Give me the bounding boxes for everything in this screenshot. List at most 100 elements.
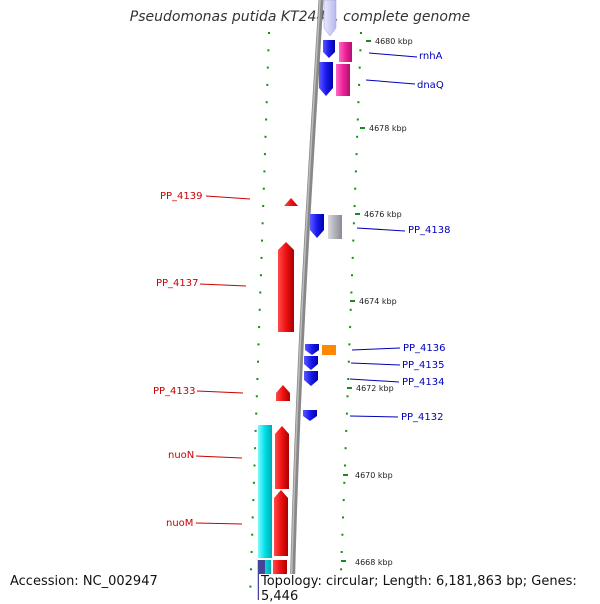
genome-summary: Topology: circular; Length: 6,181,863 bp… — [259, 574, 600, 604]
gene-PP_4134-b — [304, 371, 318, 386]
right-rail-tick-27 — [342, 499, 345, 502]
left-rail-tick-20 — [256, 378, 259, 380]
left-rail-tick-12 — [261, 239, 263, 242]
right-rail-tick-5 — [356, 118, 359, 121]
right-tick-rail — [339, 32, 362, 588]
right-rail-tick-0 — [360, 32, 362, 34]
kbp-4670: 4670 kbp — [355, 471, 393, 480]
gene-blue-b — [319, 62, 333, 96]
label-nuoN: nuoN — [168, 450, 194, 461]
right-rail-tick-12 — [352, 239, 355, 242]
right-rail-tick-13 — [351, 256, 354, 259]
right-rail-tick-20 — [347, 378, 350, 380]
label-PP_4138: PP_4138 — [408, 225, 451, 236]
gene-nuoN — [275, 426, 289, 489]
label-PP_4132: PP_4132 — [401, 412, 444, 423]
right-rail-tick-18 — [348, 343, 351, 346]
label-PP_4139: PP_4139 — [160, 191, 203, 202]
right-rail-tick-22 — [345, 412, 348, 415]
right-rail-tick-2 — [358, 66, 361, 69]
gene-nuoM — [274, 490, 288, 556]
right-rail-tick-17 — [349, 326, 352, 329]
gene-PP_4132 — [303, 410, 317, 421]
right-rail-tick-6 — [356, 135, 359, 138]
left-rail-tick-17 — [258, 326, 261, 329]
left-rail-tick-19 — [257, 360, 259, 363]
gene-dnaQ — [336, 64, 350, 96]
right-rail-tick-9 — [354, 187, 357, 190]
right-rail-tick-23 — [345, 429, 348, 432]
gene-nuo-operon-segment-1 — [258, 425, 272, 558]
kbp-4672: 4672 kbp — [356, 384, 394, 393]
label-PP_4134: PP_4134 — [402, 377, 445, 388]
gene-PP_4133 — [276, 385, 290, 401]
left-rail-tick-9 — [262, 187, 265, 190]
gene-labels-left: PP_4139 PP_4137 PP_4133 nuoN nuoM — [153, 191, 251, 529]
gene-PP_4138-blue — [310, 214, 324, 238]
genome-backbone — [289, 0, 324, 600]
accession-label: Accession: NC_002947 — [8, 574, 160, 589]
label-dnaQ: dnaQ — [417, 80, 444, 91]
gene-PP_4137 — [278, 242, 294, 332]
gene-PP_4138 — [328, 215, 342, 239]
right-rail-tick-24 — [344, 447, 347, 450]
right-rail-tick-25 — [344, 464, 346, 467]
kbp-ticks: 4680 kbp 4678 kbp 4676 kbp 4674 kbp 4672… — [341, 37, 413, 567]
left-rail-tick-1 — [267, 49, 270, 52]
label-nuoM: nuoM — [166, 518, 193, 529]
left-rail-tick-3 — [266, 83, 269, 86]
left-rail-tick-10 — [262, 205, 265, 207]
left-rail-tick-15 — [259, 291, 262, 294]
left-rail-tick-28 — [251, 516, 254, 519]
reverse-strand-features — [303, 0, 352, 421]
right-rail-tick-10 — [353, 205, 356, 207]
left-rail-tick-14 — [259, 274, 262, 277]
left-rail-tick-32 — [249, 585, 252, 588]
left-rail-tick-21 — [255, 395, 258, 398]
left-rail-tick-11 — [261, 222, 264, 225]
left-rail-tick-29 — [251, 533, 254, 536]
gene-rnhA — [339, 42, 352, 62]
left-rail-tick-5 — [265, 118, 268, 121]
gene-labels-right: rnhA dnaQ PP_4138 PP_4136 PP_4135 PP_413… — [349, 51, 451, 423]
left-rail-tick-2 — [266, 66, 269, 69]
right-rail-tick-14 — [351, 274, 353, 277]
right-rail-tick-26 — [343, 481, 346, 484]
left-rail-tick-23 — [254, 429, 257, 432]
right-rail-tick-28 — [342, 516, 344, 519]
gene-top-partial — [323, 0, 337, 37]
right-rail-tick-21 — [346, 395, 349, 398]
left-rail-tick-6 — [264, 135, 267, 138]
right-rail-tick-19 — [347, 360, 350, 363]
kbp-4678: 4678 kbp — [369, 124, 407, 133]
right-rail-tick-30 — [340, 551, 343, 553]
kbp-4668: 4668 kbp — [355, 558, 393, 567]
right-rail-tick-29 — [341, 533, 344, 536]
left-rail-tick-30 — [250, 551, 253, 553]
left-rail-tick-26 — [252, 481, 255, 484]
kbp-4676: 4676 kbp — [364, 210, 402, 219]
gene-PP_4135 — [305, 344, 319, 355]
left-rail-tick-25 — [253, 464, 256, 467]
label-PP_4133: PP_4133 — [153, 386, 196, 397]
gene-blue-a — [323, 40, 335, 58]
gene-PP_4139 — [284, 198, 298, 206]
kbp-4674: 4674 kbp — [359, 297, 397, 306]
right-rail-tick-31 — [340, 568, 343, 571]
label-PP_4135: PP_4135 — [402, 360, 445, 371]
gene-PP_4134 — [304, 356, 318, 370]
left-rail-tick-7 — [263, 153, 266, 156]
left-rail-tick-8 — [263, 170, 266, 173]
right-rail-tick-1 — [359, 49, 362, 52]
left-rail-tick-13 — [260, 256, 263, 259]
left-rail-tick-18 — [257, 343, 260, 346]
left-rail-tick-27 — [252, 499, 255, 502]
gene-PP_4136 — [322, 345, 336, 355]
left-rail-tick-22 — [255, 412, 258, 415]
left-rail-tick-31 — [250, 568, 252, 571]
right-rail-tick-16 — [349, 308, 352, 311]
right-rail-tick-11 — [352, 222, 355, 225]
right-rail-tick-3 — [358, 83, 361, 86]
label-PP_4137: PP_4137 — [156, 278, 199, 289]
